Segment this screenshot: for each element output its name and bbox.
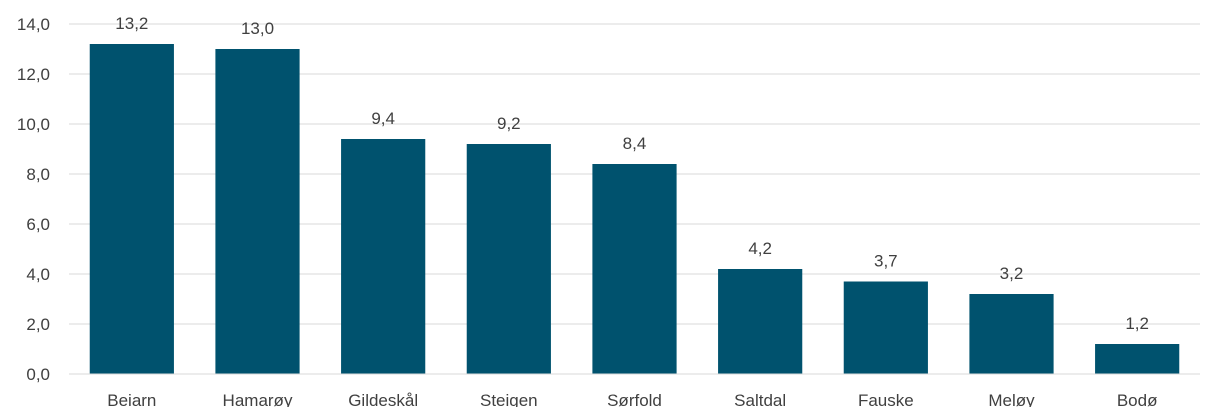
- bar: [1095, 344, 1180, 374]
- y-tick-label: 6,0: [26, 215, 50, 234]
- x-tick-label: Meløy: [988, 391, 1035, 407]
- y-tick-label: 12,0: [17, 65, 50, 84]
- bars: [89, 44, 1180, 374]
- data-label: 13,0: [241, 19, 274, 38]
- data-label: 1,2: [1125, 314, 1149, 333]
- y-tick-label: 14,0: [17, 15, 50, 34]
- bar: [466, 144, 551, 374]
- x-tick-label: Gildeskål: [348, 391, 418, 407]
- x-tick-label: Hamarøy: [223, 391, 293, 407]
- bar: [718, 269, 803, 374]
- x-tick-label: Beiarn: [107, 391, 156, 407]
- data-label: 9,2: [497, 114, 521, 133]
- bar: [843, 281, 928, 374]
- x-tick-label: Sørfold: [607, 391, 662, 407]
- x-tick-label: Saltdal: [734, 391, 786, 407]
- x-axis-ticks: Beiarn Hamarøy Gildeskål Steigen Sørfold Salt…: [107, 391, 1158, 410]
- y-axis-ticks: 0,0 2,0 4,0 6,0 8,0 10,0 12,0 14,0: [17, 15, 50, 384]
- x-tick-label: Bodø: [1117, 391, 1158, 407]
- bar: [89, 44, 174, 374]
- bar: [341, 139, 426, 374]
- y-tick-label: 8,0: [26, 165, 50, 184]
- bar: [592, 164, 677, 374]
- data-label: 8,4: [623, 134, 647, 153]
- data-label: 4,2: [748, 239, 772, 258]
- data-label: 9,4: [371, 109, 395, 128]
- bar: [215, 49, 300, 374]
- data-label: 13,2: [115, 14, 148, 33]
- bar: [969, 294, 1054, 374]
- y-tick-label: 4,0: [26, 265, 50, 284]
- x-tick-label: Fauske: [858, 391, 914, 407]
- y-tick-label: 2,0: [26, 315, 50, 334]
- y-tick-label: 10,0: [17, 115, 50, 134]
- y-tick-label: 0,0: [26, 365, 50, 384]
- data-label: 3,2: [1000, 264, 1024, 283]
- data-labels: 13,2 13,0 9,4 9,2 8,4 4,2 3,7 3,2 1,2: [115, 14, 1149, 333]
- x-tick-label: Steigen: [480, 391, 538, 407]
- data-label: 3,7: [874, 252, 898, 271]
